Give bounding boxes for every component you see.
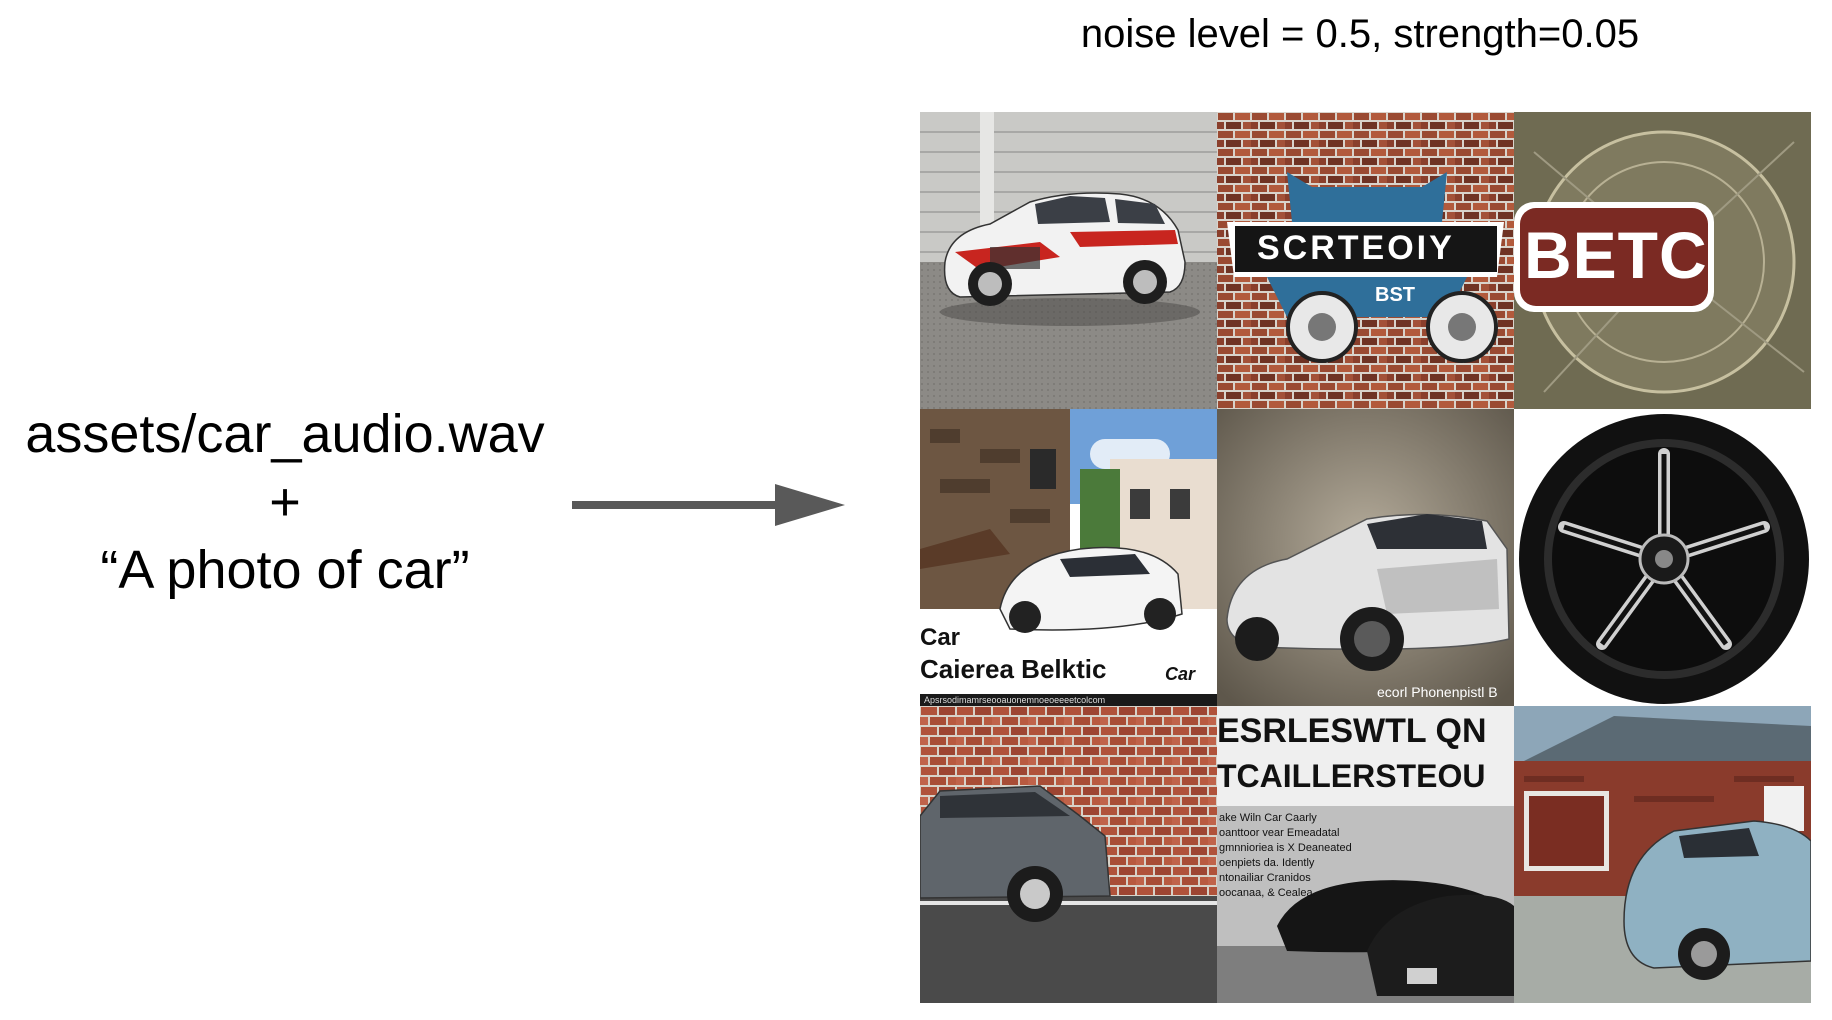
generated-image-6 — [1514, 409, 1811, 706]
generated-image-9 — [1514, 706, 1811, 1003]
generated-image-grid: SCRTEOIY BST BETC — [920, 112, 1811, 1003]
badge-text: BETC — [1524, 218, 1708, 292]
body-line-2: oanttoor vear Emeadatal — [1219, 827, 1340, 839]
audio-file-path: assets/car_audio.wav — [25, 404, 545, 464]
body-line-4: oenpiets da. Idently — [1219, 857, 1315, 869]
input-description: assets/car_audio.wav + “A photo of car” — [0, 400, 570, 604]
generated-image-7 — [920, 706, 1217, 1003]
right-arrow-icon — [572, 484, 845, 526]
generated-image-5: ecorl Phonenpistl B — [1217, 409, 1514, 706]
generated-image-3: BETC — [1514, 112, 1811, 409]
body-line-6: oocanaa, & Cealea. — [1219, 887, 1316, 899]
ad-footer: Apsrsodimamrseooauonemnoeoeeeetcolcom — [924, 695, 1106, 705]
headline-1: ESRLESWTL QN — [1217, 712, 1487, 750]
body-line-1: ake Wiln Car Caarly — [1219, 812, 1317, 824]
generated-image-1 — [920, 112, 1217, 409]
text-prompt: “A photo of car” — [100, 540, 470, 600]
plus-sign: + — [269, 472, 301, 532]
headline-2: TCAILLERSTEOU — [1217, 758, 1486, 794]
ad-line-1: Car — [920, 624, 961, 651]
generated-image-2: SCRTEOIY BST — [1217, 112, 1514, 409]
ad-line-2: Caierea Belktic — [920, 654, 1107, 684]
generated-image-8: ESRLESWTL QN TCAILLERSTEOU ake Wiln Car … — [1217, 706, 1514, 1003]
ad-brand: Car — [1165, 664, 1196, 684]
body-line-5: ntonailiar Cranidos — [1219, 872, 1311, 884]
body-line-3: gmnnioriea is X Deaneated — [1219, 842, 1352, 854]
sign-text: SCRTEOIY — [1257, 229, 1455, 267]
image-caption: ecorl Phonenpistl B — [1377, 684, 1498, 700]
sign-subtext: BST — [1375, 284, 1415, 306]
noise-strength-caption: noise level = 0.5, strength=0.05 — [1080, 12, 1640, 56]
generated-image-4: Car Caierea Belktic Car Apsrsodimamrseoo… — [920, 409, 1217, 706]
